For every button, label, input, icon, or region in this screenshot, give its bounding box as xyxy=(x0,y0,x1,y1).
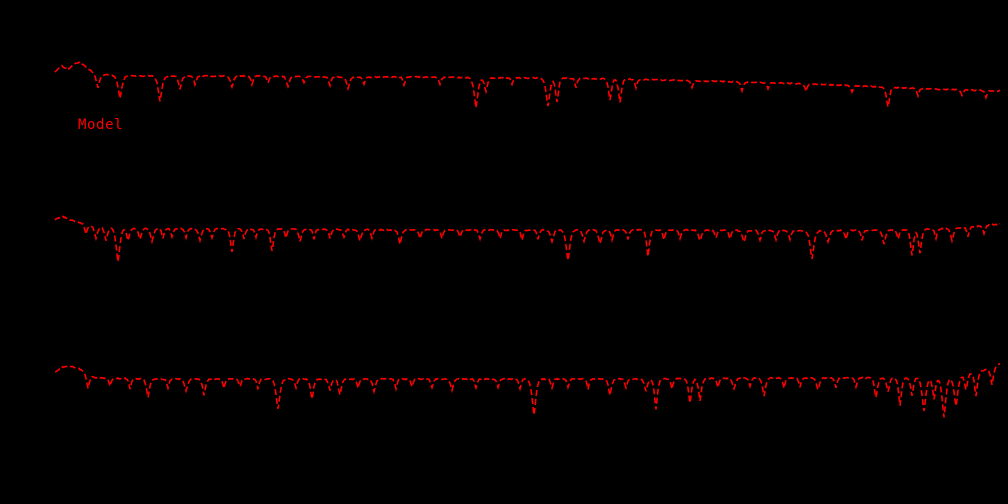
spectrum-trace-panel-1 xyxy=(54,60,1001,108)
spectrum-trace-panel-2 xyxy=(54,214,1001,262)
spectrum-trace-group xyxy=(54,60,1001,418)
model-annotation-label: Model xyxy=(78,117,124,133)
